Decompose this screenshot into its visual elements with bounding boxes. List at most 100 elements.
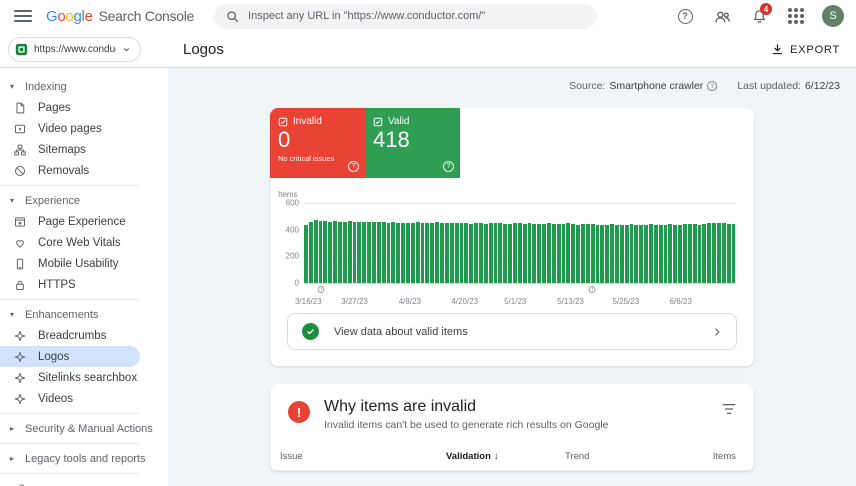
invalid-card-subtitle: Invalid items can't be used to generate … [324, 419, 609, 431]
chart-bar [474, 223, 478, 283]
last-updated-value: 6/12/23 [804, 80, 840, 92]
property-selector[interactable]: https://www.conduc... [8, 37, 141, 62]
chart-bar [717, 222, 721, 283]
chevron-down-icon: ▾ [10, 82, 15, 91]
chart-bar [308, 221, 313, 283]
column-header-validation[interactable]: Validation ↓ [446, 451, 499, 462]
sidebar-item-video-pages[interactable]: Video pages [0, 118, 140, 139]
sidebar-item-sitemaps[interactable]: Sitemaps [0, 139, 140, 160]
chart-bar [401, 222, 406, 283]
chart-bar [556, 224, 561, 283]
chart-bar [571, 224, 576, 283]
sidebar-item-mobile-usability[interactable]: Mobile Usability [0, 253, 140, 274]
sidebar-divider [0, 473, 140, 474]
invalid-status-block[interactable]: Invalid 0 No critical issues ? [270, 108, 365, 178]
x-axis-tick: 6/6/23 [669, 297, 692, 306]
sidebar-section-legacy-tools-and-reports[interactable]: ▸ Legacy tools and reports [10, 452, 146, 465]
column-header-trend[interactable]: Trend [565, 451, 590, 462]
chart-bar [362, 221, 367, 283]
sidebar-section-experience[interactable]: ▾ Experience [10, 194, 81, 207]
user-management-button[interactable] [711, 5, 733, 27]
chart-bar [532, 223, 537, 283]
chart-bar [347, 221, 352, 283]
chart-bar [430, 222, 435, 283]
notifications-button[interactable]: 4 [748, 3, 772, 27]
invalid-card-title: Why items are invalid [324, 398, 477, 415]
chart-bar [600, 225, 605, 283]
chart-bar [469, 223, 474, 283]
sidebar-item-https[interactable]: HTTPS [0, 274, 140, 295]
sidebar-section-enhancements[interactable]: ▾ Enhancements [10, 308, 99, 321]
chart-bar [721, 223, 726, 283]
column-header-issue[interactable]: Issue [280, 451, 303, 462]
chart-bar [328, 221, 333, 283]
sidebar-section-security-manual-actions[interactable]: ▸ Security & Manual Actions [10, 422, 153, 435]
help-button[interactable]: ? [674, 5, 696, 27]
valid-status-block[interactable]: Valid 418 ? [365, 108, 460, 178]
chevron-right-icon: ▸ [10, 424, 15, 433]
chart-bar [512, 223, 517, 283]
sidebar-item-removals[interactable]: Removals [0, 160, 140, 181]
column-header-items[interactable]: Items [712, 451, 736, 462]
x-axis-tick: 3/16/23 [294, 297, 322, 306]
issues-table-header: Issue Validation ↓ Trend Items [270, 443, 754, 471]
chart-annotation-marker[interactable]: i [588, 286, 596, 293]
apps-grid-icon [788, 8, 804, 24]
sidebar-item-core-web-vitals[interactable]: Core Web Vitals [0, 232, 140, 253]
page-header: https://www.conduc... Logos EXPORT [0, 32, 856, 68]
chart-bar [367, 222, 372, 283]
chart-bar [323, 221, 328, 283]
chart-bar [333, 220, 338, 283]
chart-plot-area[interactable]: 600 400 200 0 i i 3/16/23 3/27/23 4/8/23 4/20/23 5… [286, 199, 736, 306]
url-inspection-input[interactable] [248, 10, 586, 22]
chart-bar [396, 223, 401, 283]
view-valid-items-row[interactable]: View data about valid items [287, 313, 737, 350]
url-inspection-searchbox[interactable] [214, 3, 598, 29]
notification-badge: 4 [760, 3, 772, 15]
chart-bar [546, 223, 551, 283]
sidebar-item-logos[interactable]: Logos [0, 346, 140, 367]
sidebar-item-partial[interactable] [0, 478, 140, 486]
chart-bar [488, 223, 493, 283]
chart-bar [707, 223, 712, 283]
chart-bars [304, 203, 736, 283]
y-axis-tick: 200 [285, 251, 299, 261]
sidebar-item-sitelinks-searchbox[interactable]: Sitelinks searchbox [0, 367, 140, 388]
invalid-help-icon[interactable]: ? [348, 161, 359, 172]
menu-icon[interactable] [14, 10, 32, 22]
sidebar-item-page-experience[interactable]: Page Experience [0, 211, 140, 232]
sort-down-icon: ↓ [493, 451, 499, 462]
sidebar-nav: ▾ Indexing Pages Video pages Sitemaps Removal… [0, 68, 168, 486]
chart-bar [503, 223, 508, 283]
x-axis-tick: 5/25/23 [612, 297, 640, 306]
export-button[interactable]: EXPORT [771, 43, 840, 56]
chart-bar [658, 225, 663, 283]
items-chart: Items 600 400 200 0 i i 3/16/23 3/27/23 4/8/23 4/… [270, 178, 754, 306]
google-search-console-logo[interactable]: Google Search Console [46, 8, 194, 25]
filter-icon[interactable] [722, 402, 736, 416]
chart-bar [415, 222, 420, 283]
y-axis-tick: 0 [294, 278, 299, 288]
chart-bar [449, 223, 454, 283]
sidebar-section-indexing[interactable]: ▾ Indexing [10, 80, 67, 93]
chart-bar [376, 221, 381, 283]
sidebar-item-pages[interactable]: Pages [0, 97, 140, 118]
chart-bar [644, 224, 649, 283]
chart-bar [624, 224, 629, 283]
chart-bar [454, 223, 459, 283]
chart-bar [537, 224, 542, 283]
chart-bar [678, 224, 683, 283]
chart-annotation-marker[interactable]: i [317, 286, 325, 293]
sidebar-item-breadcrumbs[interactable]: Breadcrumbs [0, 325, 140, 346]
chart-bar [517, 223, 522, 283]
avatar[interactable]: S [822, 5, 844, 27]
checkbox-checked-icon [373, 117, 383, 127]
app-bar: Google Search Console ? 4 S [0, 0, 856, 32]
chart-bar [561, 223, 566, 283]
apps-button[interactable] [785, 5, 807, 27]
valid-help-icon[interactable]: ? [443, 161, 454, 172]
invalid-items-card: ! Why items are invalid Invalid items ca… [270, 384, 754, 471]
chevron-right-icon: ▸ [10, 454, 15, 463]
source-help-icon[interactable]: ? [707, 81, 718, 91]
sidebar-item-videos[interactable]: Videos [0, 388, 140, 409]
